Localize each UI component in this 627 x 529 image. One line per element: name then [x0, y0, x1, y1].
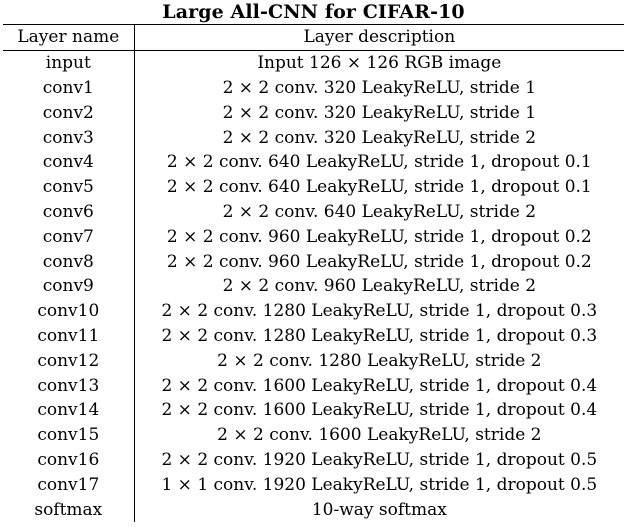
layer-description-cell: 2 × 2 conv. 320 LeakyReLU, stride 1 — [222, 102, 537, 123]
layer-name-cell: conv7 — [3, 224, 135, 250]
layer-description-cell: Input 126 × 126 RGB image — [257, 53, 502, 74]
layer-name-cell: conv17 — [3, 472, 135, 498]
layer-name-cell: conv11 — [3, 323, 135, 349]
table-row: conv14 2 × 2 conv. 1600 LeakyReLU, stride… — [3, 397, 624, 423]
layer-description-cell: 2 × 2 conv. 960 LeakyReLU, stride 1, dro… — [166, 251, 592, 272]
layer-description-cell: 2 × 2 conv. 320 LeakyReLU, stride 1 — [222, 77, 537, 98]
layer-name-cell: conv4 — [3, 149, 135, 175]
layer-description-cell: 2 × 2 conv. 1600 LeakyReLU, stride 1, dr… — [161, 375, 598, 396]
layer-name-cell: softmax — [3, 497, 135, 522]
layer-name-cell: conv16 — [3, 447, 135, 473]
header-layer-name: Layer name — [3, 24, 135, 51]
layer-description-cell: 2 × 2 conv. 960 LeakyReLU, stride 2 — [222, 276, 537, 297]
layer-description-cell: 2 × 2 conv. 960 LeakyReLU, stride 1, dro… — [166, 226, 592, 247]
layer-description-cell: 2 × 2 conv. 1600 LeakyReLU, stride 2 — [217, 425, 542, 446]
table-row: conv16 2 × 2 conv. 1920 LeakyReLU, stride… — [3, 447, 624, 473]
header-row: Layer name Layer description — [3, 24, 624, 51]
table-row: conv13 2 × 2 conv. 1600 LeakyReLU, stride… — [3, 373, 624, 398]
table-row: conv12 2 × 2 conv. 1280 LeakyReLU, stride… — [3, 348, 624, 374]
table-body: input Input 126 × 126 RGB image conv1 2 × 2… — [3, 50, 624, 522]
table-row: conv8 2 × 2 conv. 960 LeakyReLU, stride 1… — [3, 249, 624, 274]
layer-name-cell: conv15 — [3, 422, 135, 448]
layer-description-cell: 2 × 2 conv. 1920 LeakyReLU, stride 1, dr… — [161, 449, 598, 470]
layer-name-cell: conv13 — [3, 373, 135, 398]
layer-name-cell: conv2 — [3, 100, 135, 126]
table-row: conv15 2 × 2 conv. 1600 LeakyReLU, stride… — [3, 422, 624, 448]
layer-description-cell: 2 × 2 conv. 1280 LeakyReLU, stride 2 — [217, 350, 542, 371]
table-row: conv6 2 × 2 conv. 640 LeakyReLU, stride 2 — [3, 199, 624, 225]
table-header: Layer name Layer description — [3, 24, 624, 51]
table-row: conv17 1 × 1 conv. 1920 LeakyReLU, stride… — [3, 472, 624, 498]
layer-description-cell: 1 × 1 conv. 1920 LeakyReLU, stride 1, dr… — [161, 474, 598, 495]
table-row: softmax 10-way softmax — [3, 497, 624, 522]
layer-table: Layer name Layer description input Input … — [3, 24, 624, 522]
layer-name-cell: conv14 — [3, 397, 135, 423]
table-row: conv9 2 × 2 conv. 960 LeakyReLU, stride 2 — [3, 273, 624, 299]
layer-name-cell: conv1 — [3, 75, 135, 101]
layer-name-cell: conv10 — [3, 298, 135, 324]
table-row: conv1 2 × 2 conv. 320 LeakyReLU, stride 1 — [3, 75, 624, 101]
layer-description-cell: 2 × 2 conv. 320 LeakyReLU, stride 2 — [222, 127, 537, 148]
layer-description-cell: 2 × 2 conv. 1280 LeakyReLU, stride 1, dr… — [161, 301, 598, 322]
layer-description-cell: 2 × 2 conv. 640 LeakyReLU, stride 2 — [222, 201, 537, 222]
layer-name-cell: conv5 — [3, 174, 135, 200]
table-row: conv10 2 × 2 conv. 1280 LeakyReLU, stride… — [3, 298, 624, 324]
table-title: Large All-CNN for CIFAR-10 — [162, 1, 465, 23]
table-row: conv2 2 × 2 conv. 320 LeakyReLU, stride 1 — [3, 100, 624, 126]
table-row: conv3 2 × 2 conv. 320 LeakyReLU, stride 2 — [3, 125, 624, 150]
table-row: input Input 126 × 126 RGB image — [3, 50, 624, 76]
header-layer-description: Layer description — [134, 24, 624, 51]
layer-name-cell: conv8 — [3, 249, 135, 274]
layer-name-cell: conv3 — [3, 125, 135, 150]
layer-name-cell: conv12 — [3, 348, 135, 374]
layer-name-cell: input — [3, 50, 135, 76]
layer-description-cell: 2 × 2 conv. 640 LeakyReLU, stride 1, dro… — [166, 177, 592, 198]
table-row: conv7 2 × 2 conv. 960 LeakyReLU, stride 1… — [3, 224, 624, 250]
layer-description-cell: 2 × 2 conv. 1280 LeakyReLU, stride 1, dr… — [161, 325, 598, 346]
table-row: conv4 2 × 2 conv. 640 LeakyReLU, stride 1… — [3, 149, 624, 175]
layer-name-cell: conv6 — [3, 199, 135, 225]
layer-description-cell: 2 × 2 conv. 1600 LeakyReLU, stride 1, dr… — [161, 400, 598, 421]
table-row: conv11 2 × 2 conv. 1280 LeakyReLU, stride… — [3, 323, 624, 349]
layer-description-cell: 10-way softmax — [311, 499, 447, 520]
table-row: conv5 2 × 2 conv. 640 LeakyReLU, stride 1… — [3, 174, 624, 200]
layer-name-cell: conv9 — [3, 273, 135, 299]
layer-description-cell: 2 × 2 conv. 640 LeakyReLU, stride 1, dro… — [166, 152, 592, 173]
